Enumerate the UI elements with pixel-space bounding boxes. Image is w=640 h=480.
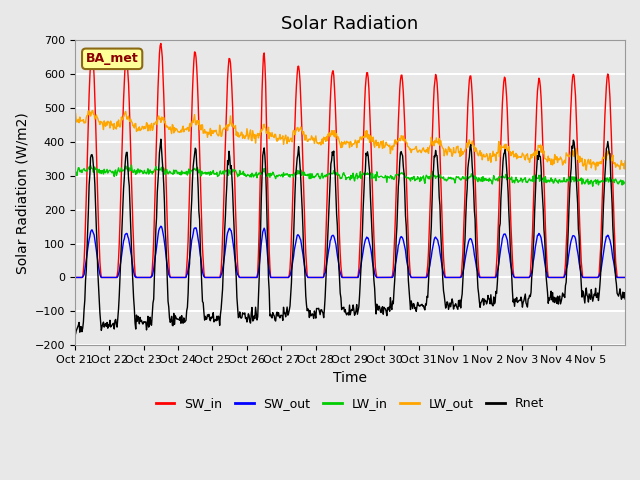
LW_out [71,113,79,119]
X-axis label: Time: Time [333,371,367,384]
Rnet [238,314,246,320]
Legend: SW_in, SW_out, LW_in, LW_out, Rnet: SW_in, SW_out, LW_in, LW_out, Rnet [150,392,549,415]
Line: SW_in: SW_in [75,44,625,277]
LW_out [408,150,415,156]
SW_in [408,275,415,280]
Rnet [157,136,164,142]
Text: BA_met: BA_met [86,52,138,65]
LW_in [621,179,629,185]
LW_in [264,171,272,177]
LW_out [582,167,590,173]
Y-axis label: Solar Radiation (W/m2): Solar Radiation (W/m2) [15,112,29,274]
SW_out [136,275,143,280]
LW_in [127,162,135,168]
LW_out [136,128,144,133]
SW_out [237,275,245,280]
LW_in [136,167,144,173]
SW_out [408,275,415,280]
SW_in [71,275,79,280]
SW_out [621,275,629,280]
LW_in [438,175,446,181]
SW_in [438,218,446,224]
SW_in [264,215,272,221]
Rnet [71,328,79,334]
SW_in [237,275,245,280]
Rnet [286,303,294,309]
LW_out [621,158,629,164]
LW_out [237,129,245,135]
LW_in [589,183,596,189]
LW_in [237,171,245,177]
SW_out [264,262,272,267]
Title: Solar Radiation: Solar Radiation [281,15,419,33]
SW_out [71,275,79,280]
SW_in [285,272,293,278]
LW_out [264,124,272,130]
SW_out [157,223,164,229]
Line: SW_out: SW_out [75,226,625,277]
Line: LW_out: LW_out [75,110,625,170]
LW_in [408,175,415,180]
Rnet [621,296,629,302]
Rnet [439,277,447,283]
LW_out [438,144,446,150]
Rnet [136,314,144,320]
LW_out [89,108,97,113]
Line: Rnet: Rnet [75,139,625,334]
SW_out [285,274,293,279]
Rnet [72,331,79,337]
LW_in [285,172,293,178]
SW_in [621,275,629,280]
LW_out [285,139,293,144]
SW_in [136,275,143,280]
Line: LW_in: LW_in [75,165,625,186]
LW_in [71,167,79,173]
Rnet [408,302,416,308]
SW_out [438,263,446,269]
SW_in [157,41,164,47]
Rnet [266,288,273,293]
